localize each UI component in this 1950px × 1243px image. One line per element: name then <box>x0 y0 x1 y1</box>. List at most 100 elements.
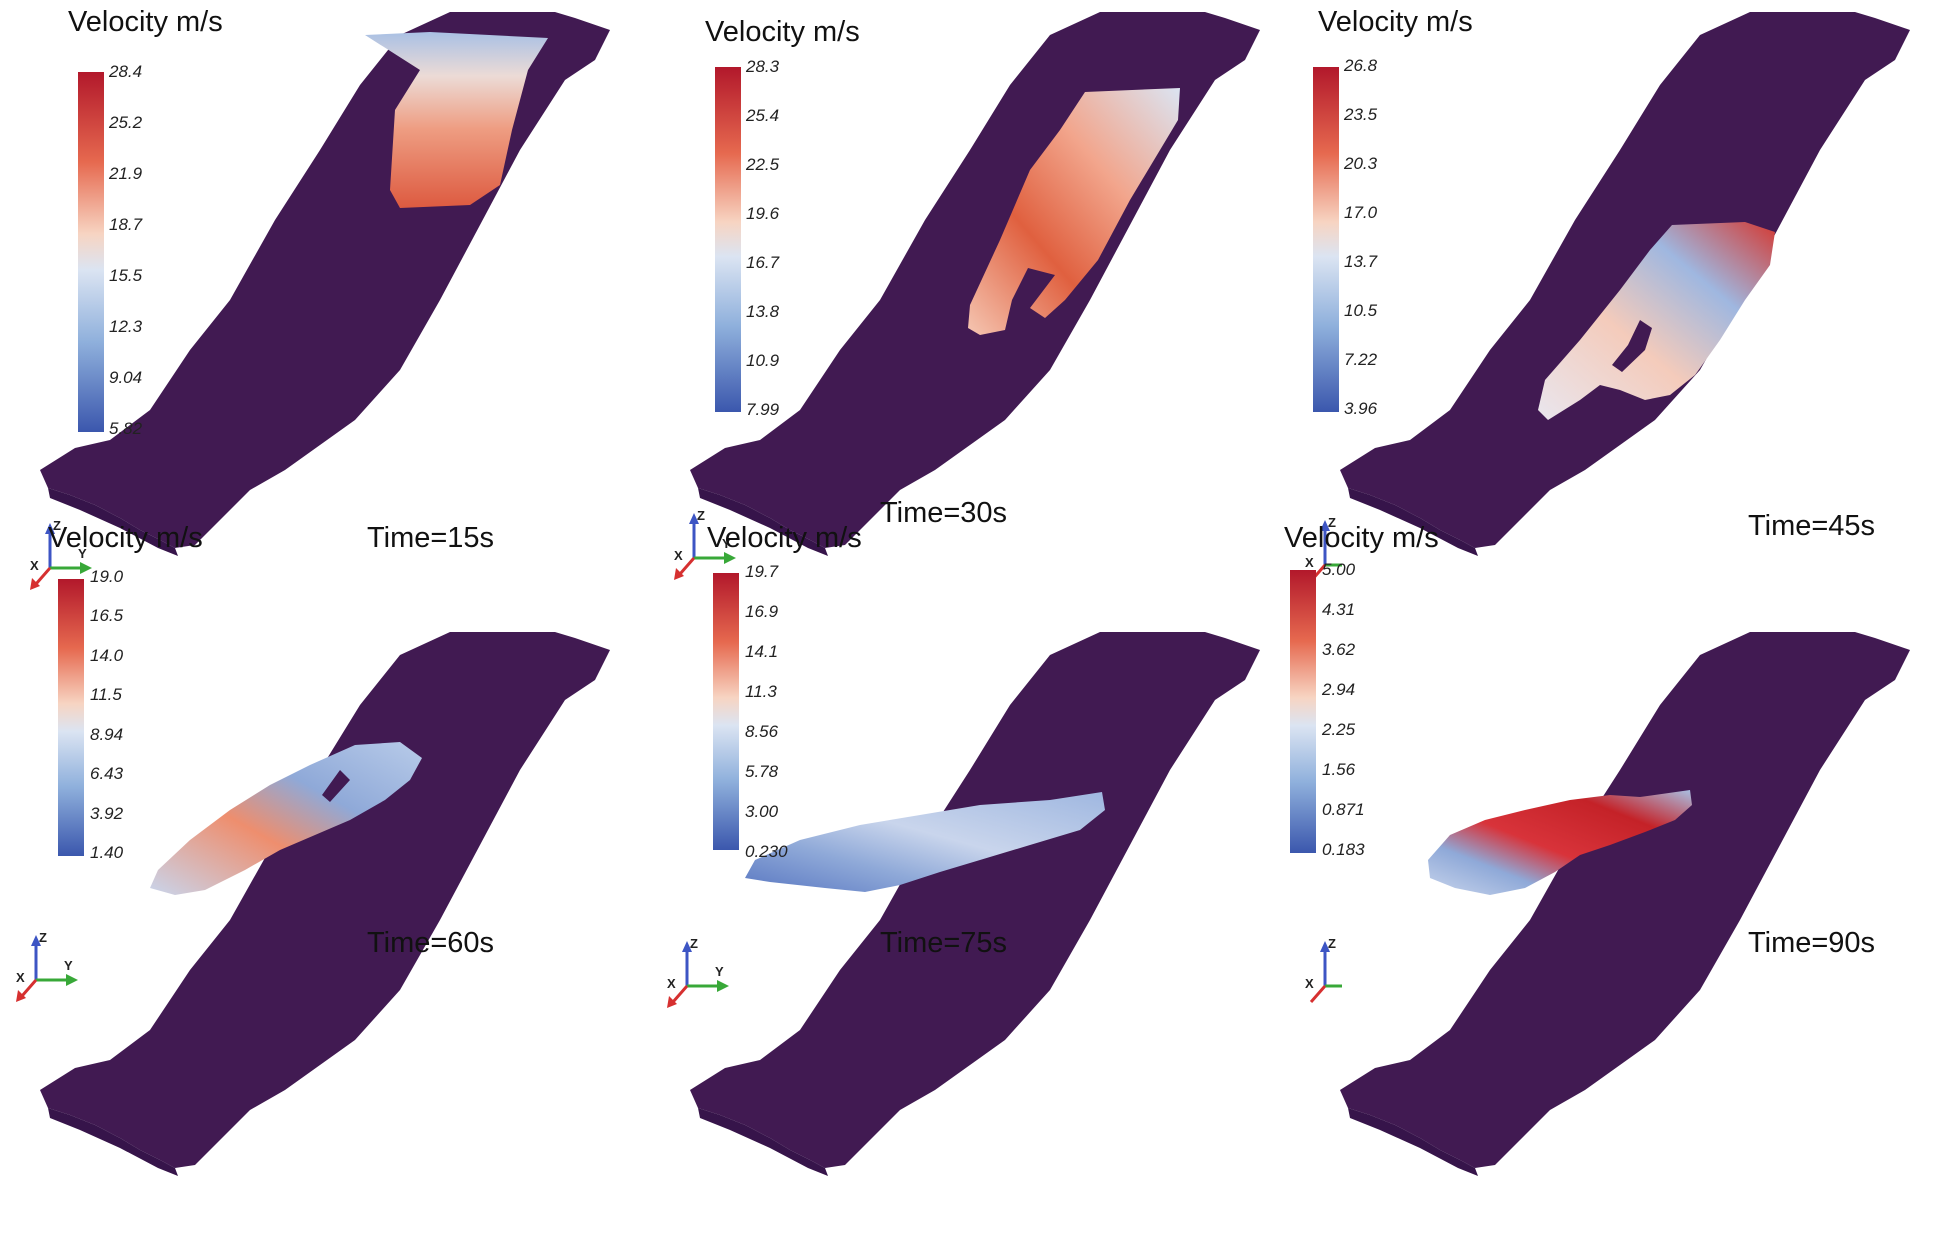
tick-label: 16.9 <box>745 602 779 621</box>
time-label: Time=60s <box>367 927 495 959</box>
colorbar <box>1313 67 1339 412</box>
axes-triad-icon: Z X <box>1280 936 1350 1018</box>
tick-label: 26.8 <box>1344 56 1378 75</box>
panel-time-75 <box>650 620 1300 1240</box>
svg-text:Z: Z <box>39 932 47 945</box>
svg-text:Y: Y <box>722 536 731 551</box>
axes-triad-icon: Z Y X <box>665 936 735 1018</box>
tick-label: 10.5 <box>1344 301 1378 320</box>
panel-time-90-labels: Velocity m/s 5.00 4.31 3.62 2.94 2.25 1.… <box>1284 520 1950 1243</box>
tick-label: 1.40 <box>90 843 124 862</box>
tick-label: 3.00 <box>745 802 779 821</box>
tick-label: 5.78 <box>745 762 779 781</box>
time-label: Time=90s <box>1748 927 1876 959</box>
svg-text:Z: Z <box>690 938 698 951</box>
colorbar-title: Velocity m/s <box>1284 522 1439 554</box>
tick-label: 7.22 <box>1344 350 1378 369</box>
svg-text:X: X <box>16 970 25 985</box>
tick-label: 3.96 <box>1344 399 1378 418</box>
tick-label: 5.82 <box>109 419 143 438</box>
tick-label: 20.3 <box>1344 154 1378 173</box>
tick-label: 0.230 <box>745 842 788 861</box>
tick-label: 18.7 <box>109 215 143 234</box>
flow-mass <box>365 32 548 208</box>
axis-x-label: X <box>30 558 39 573</box>
tick-label: 13.8 <box>746 302 780 321</box>
axis-y-label: Y <box>78 546 87 561</box>
panel-time-45: Velocity m/s 26.8 23.5 20.3 17.0 13.7 10… <box>1300 0 1950 620</box>
axis-z-label: Z <box>53 520 61 533</box>
tick-label: 19.6 <box>746 204 780 223</box>
flow-mass <box>745 792 1105 892</box>
tick-label: 15.5 <box>109 266 143 285</box>
axes-triad-icon: Z Y X <box>672 508 742 590</box>
panel-time-15: Velocity m/s 28.4 25.2 21.9 18.7 15.5 12… <box>0 0 650 620</box>
tick-label: 10.9 <box>746 351 780 370</box>
tick-label: 8.94 <box>90 725 124 744</box>
tick-label: 9.04 <box>109 368 143 387</box>
tick-label: 16.5 <box>90 606 124 625</box>
valley-domain <box>1300 620 1950 1240</box>
tick-label: 23.5 <box>1344 105 1378 124</box>
tick-label: 3.62 <box>1322 640 1356 659</box>
tick-label: 28.4 <box>109 62 143 81</box>
panel-time-60: Velocity m/s <box>0 620 650 1240</box>
svg-text:X: X <box>667 976 676 991</box>
panel-time-60-labels: Velocity m/s 19.0 16.5 14.0 11.5 8.94 6.… <box>0 520 650 1243</box>
axes-triad-icon: Z Y X <box>14 930 84 1012</box>
tick-label: 4.31 <box>1322 600 1356 619</box>
tick-label: 28.3 <box>746 57 780 76</box>
tick-label: 1.56 <box>1322 760 1356 779</box>
tick-label: 8.56 <box>745 722 779 741</box>
panel-time-30: Velocity m/s 28.3 25.4 22.5 19.6 16.7 13… <box>650 0 1300 620</box>
tick-label: 2.94 <box>1322 680 1356 699</box>
svg-text:Y: Y <box>64 958 73 973</box>
panel-time-90 <box>1300 620 1950 1240</box>
svg-text:X: X <box>1305 555 1314 570</box>
time-label: Time=75s <box>880 927 1008 959</box>
tick-label: 11.5 <box>90 685 122 704</box>
svg-text:Y: Y <box>715 964 724 979</box>
tick-label: 5.00 <box>1322 560 1356 579</box>
tick-label: 0.871 <box>1322 800 1365 819</box>
tick-label: 19.7 <box>745 562 779 581</box>
colorbar-title: Velocity m/s <box>1318 6 1473 38</box>
tick-label: 19.0 <box>90 567 124 586</box>
tick-label: 12.3 <box>109 317 143 336</box>
flow-mass <box>1428 790 1692 895</box>
tick-label: 25.2 <box>109 113 143 132</box>
colorbar <box>715 67 741 412</box>
valley-domain <box>650 620 1300 1240</box>
tick-label: 14.1 <box>745 642 779 661</box>
tick-label: 21.9 <box>109 164 143 183</box>
tick-label: 2.25 <box>1322 720 1356 739</box>
flow-mass <box>150 742 422 895</box>
valley-domain <box>0 0 650 620</box>
svg-text:X: X <box>674 548 683 563</box>
tick-label: 17.0 <box>1344 203 1378 222</box>
colorbar-title: Velocity m/s <box>48 522 203 554</box>
valley-domain <box>1300 0 1950 620</box>
flow-mass <box>968 88 1180 335</box>
valley-domain <box>0 620 650 1240</box>
svg-text:Z: Z <box>1328 938 1336 951</box>
flow-mass <box>1538 222 1775 420</box>
tick-label: 16.7 <box>746 253 780 272</box>
tick-label: 7.99 <box>746 400 780 419</box>
time-label: Time=15s <box>367 522 495 554</box>
tick-label: 13.7 <box>1344 252 1378 271</box>
panel-time-75-labels: Velocity m/s 19.7 16.9 14.1 11.3 8.56 5.… <box>650 520 1300 1243</box>
time-label: Time=30s <box>880 497 1008 529</box>
tick-label: 11.3 <box>745 682 777 701</box>
colorbar-title: Velocity m/s <box>68 6 223 38</box>
colorbar-title: Velocity m/s <box>707 522 862 554</box>
tick-label: 14.0 <box>90 646 124 665</box>
colorbar <box>1290 570 1316 853</box>
colorbar-title: Velocity m/s <box>705 16 860 48</box>
tick-label: 6.43 <box>90 764 124 783</box>
svg-text:Z: Z <box>1328 517 1336 530</box>
svg-text:Z: Z <box>697 510 705 523</box>
colorbar <box>58 579 84 856</box>
svg-text:X: X <box>1305 976 1314 991</box>
valley-domain <box>650 0 1300 620</box>
